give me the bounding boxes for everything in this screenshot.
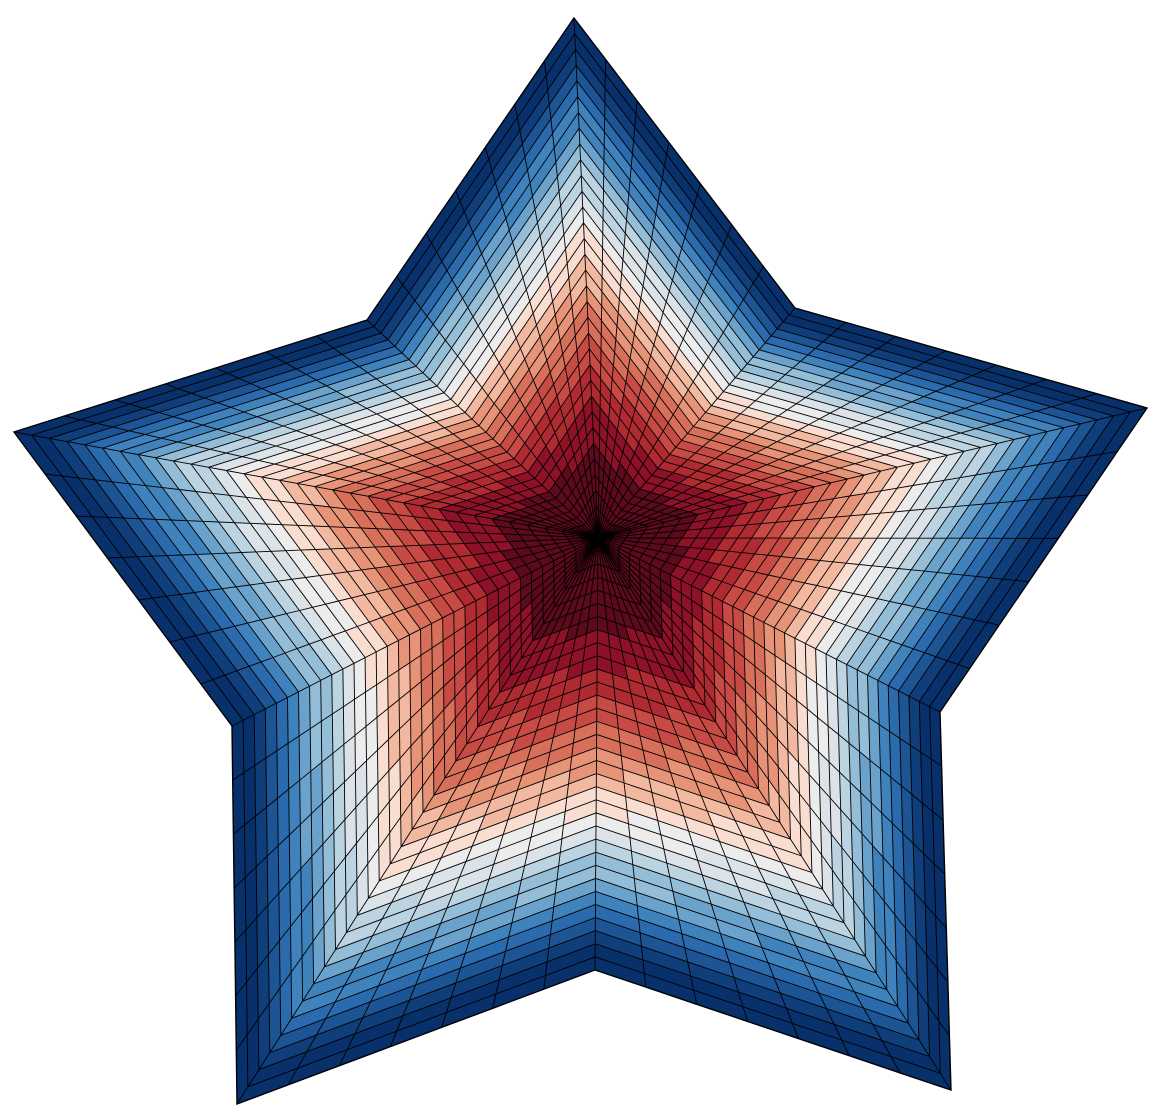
mesh-radial-line	[597, 336, 896, 539]
mesh-radial-line	[455, 190, 599, 539]
mesh-radial-line	[597, 407, 1148, 539]
mesh-cell	[298, 685, 311, 737]
mesh-cell	[276, 742, 290, 799]
mesh-cell	[254, 757, 267, 817]
mesh-radial-line	[597, 537, 952, 1091]
mesh-cell	[867, 674, 880, 726]
mesh-cell	[856, 669, 870, 719]
mesh-radial-line	[597, 537, 850, 1056]
mesh-radial-line	[64, 415, 599, 539]
mesh-cell	[276, 697, 289, 752]
mesh-radial-line	[597, 537, 1029, 583]
mesh-radial-line	[441, 537, 599, 1028]
mesh-radial-line	[492, 537, 599, 1009]
mesh-radial-line	[396, 276, 599, 539]
mesh-radial-line	[232, 537, 599, 781]
mesh-radial-line	[215, 367, 599, 539]
mesh-radial-line	[597, 307, 796, 539]
mesh-radial-line	[597, 537, 799, 1039]
mesh-radial-line	[597, 224, 733, 539]
mesh-cell	[232, 772, 245, 835]
mesh-radial-line	[597, 537, 970, 670]
mesh-cell	[265, 750, 278, 808]
mesh-cell	[320, 674, 333, 722]
mesh-radial-line	[597, 537, 1000, 626]
mesh-lines	[12, 16, 1149, 1106]
mesh-radial-line	[597, 537, 946, 875]
mesh-cell	[264, 702, 278, 759]
mesh-radial-line	[597, 537, 944, 821]
mesh-radial-line	[597, 364, 997, 539]
mesh-radial-line	[233, 537, 599, 889]
mesh-radial-line	[597, 266, 764, 539]
mesh-radial-line	[484, 147, 599, 539]
mesh-radial-line	[45, 473, 599, 539]
mesh-radial-line	[138, 537, 599, 601]
mesh-radial-line	[597, 537, 941, 713]
mesh-radial-line	[389, 537, 599, 1047]
mesh-radial-line	[236, 537, 599, 1105]
mesh-radial-line	[597, 350, 947, 539]
mesh-radial-line	[200, 537, 599, 685]
mesh-radial-line	[597, 537, 949, 983]
mesh-radial-line	[597, 537, 950, 1037]
mesh-radial-line	[233, 537, 599, 835]
mesh-radial-line	[235, 537, 599, 997]
mesh-radial-line	[425, 233, 599, 539]
mesh-radial-line	[597, 321, 846, 539]
mesh-radial-line	[597, 537, 901, 1074]
mesh-radial-line	[543, 537, 599, 990]
mesh-radial-line	[165, 383, 599, 539]
mesh-cell	[243, 764, 256, 826]
mesh-cell	[331, 668, 344, 715]
mesh-radial-line	[597, 494, 1088, 539]
mesh-cell	[242, 714, 256, 774]
mesh-radial-line	[338, 537, 599, 1066]
mesh-radial-line	[597, 142, 670, 539]
mesh-radial-line	[13, 431, 599, 539]
mesh-radial-line	[597, 537, 749, 1022]
mesh-radial-line	[597, 100, 638, 539]
mesh-radial-line	[597, 537, 647, 988]
mesh-radial-line	[597, 450, 1118, 539]
mesh-radial-line	[234, 537, 599, 943]
mesh-radial-line	[543, 61, 599, 539]
mesh-radial-line	[169, 537, 599, 643]
mesh-radial-line	[597, 537, 698, 1005]
mesh-radial-line	[597, 378, 1047, 539]
mesh-radial-line	[76, 515, 599, 539]
mesh-radial-line	[316, 335, 599, 539]
mesh-radial-line	[114, 399, 599, 539]
contour-cells	[13, 17, 1149, 1106]
mesh-cell	[287, 691, 300, 744]
mesh-cell	[877, 679, 890, 733]
mesh-radial-line	[235, 537, 599, 1051]
mesh-cell	[231, 719, 245, 781]
mesh-cell	[253, 708, 267, 766]
mesh-radial-line	[265, 351, 599, 539]
mesh-radial-line	[594, 537, 599, 971]
mesh-cell	[309, 679, 322, 730]
mesh-radial-line	[366, 319, 599, 539]
mesh-radial-line	[597, 393, 1097, 539]
mesh-radial-line	[573, 17, 599, 539]
mesh-radial-line	[514, 104, 599, 539]
mesh-radial-line	[287, 537, 599, 1086]
mesh-radial-line	[597, 537, 942, 767]
mesh-radial-line	[597, 537, 947, 929]
mesh-radial-line	[107, 537, 599, 559]
mesh-radial-line	[231, 537, 599, 727]
mesh-radial-line	[597, 183, 701, 539]
mesh-radial-line	[597, 59, 607, 539]
